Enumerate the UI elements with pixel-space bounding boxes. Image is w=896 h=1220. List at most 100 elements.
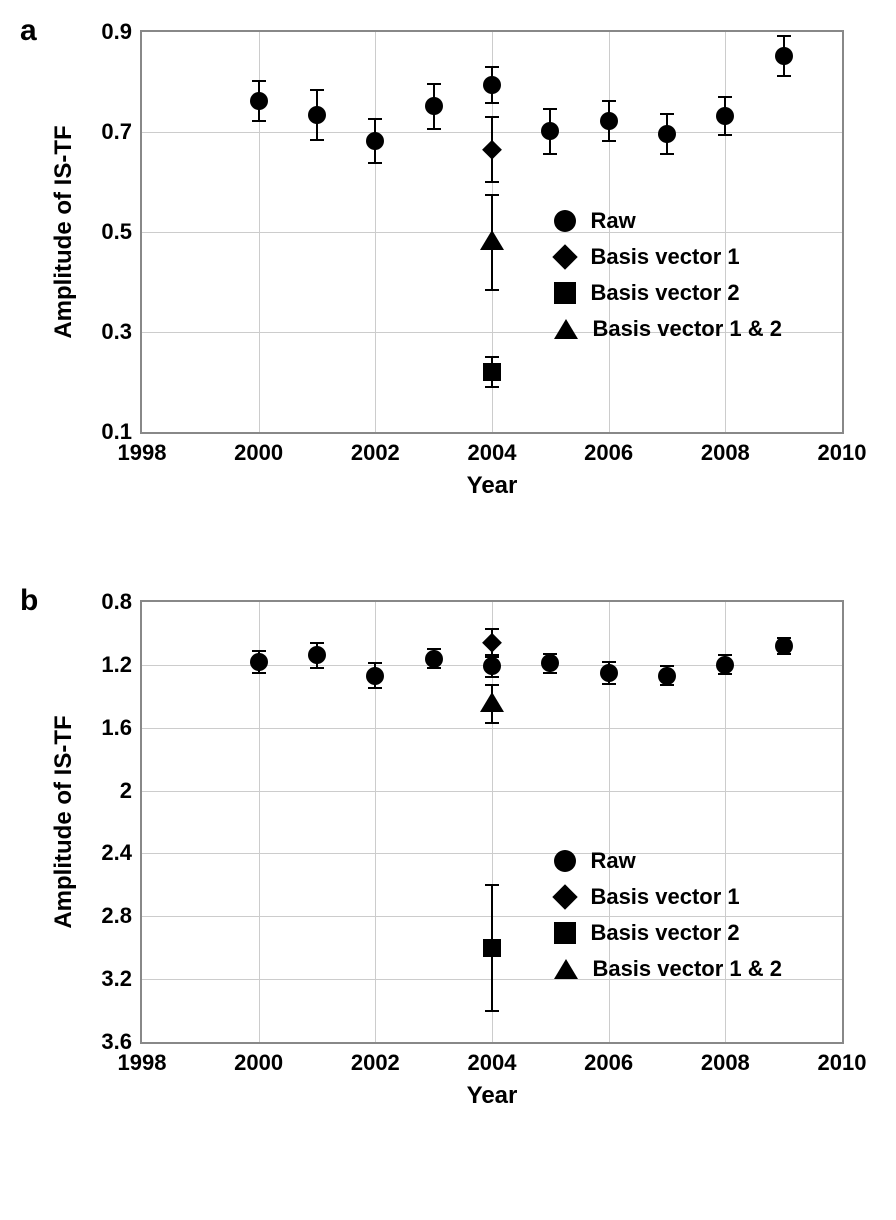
xtick-label: 2006	[584, 1042, 633, 1076]
errorbar-cap	[543, 108, 557, 110]
data-point-circle	[541, 654, 559, 672]
legend-label: Raw	[590, 848, 635, 874]
errorbar-cap	[368, 687, 382, 689]
legend-label: Basis vector 2	[590, 280, 739, 306]
errorbar-cap	[310, 642, 324, 644]
panel-a-label: a	[20, 14, 37, 48]
xtick-label: 2010	[818, 432, 867, 466]
data-point-circle	[716, 107, 734, 125]
ytick-label: 0.7	[101, 119, 142, 145]
data-point-circle	[541, 122, 559, 140]
errorbar-cap	[368, 662, 382, 664]
errorbar-cap	[718, 96, 732, 98]
legend-marker-circle-icon	[554, 850, 576, 872]
legend-row: Basis vector 1 & 2	[554, 316, 782, 342]
ytick-label: 1.2	[101, 652, 142, 678]
xtick-label: 2008	[701, 1042, 750, 1076]
data-point-circle	[658, 125, 676, 143]
legend-row: Basis vector 2	[554, 920, 782, 946]
xtick-label: 2000	[234, 1042, 283, 1076]
plot-area-b: Amplitude of IS-TF Year 1998200020022004…	[140, 600, 844, 1044]
legend-label: Basis vector 1 & 2	[592, 316, 782, 342]
legend-row: Raw	[554, 848, 782, 874]
errorbar-cap	[485, 722, 499, 724]
xlabel-b: Year	[467, 1082, 518, 1110]
errorbar-cap	[310, 89, 324, 91]
legend-label: Basis vector 1	[590, 244, 739, 270]
errorbar-cap	[543, 153, 557, 155]
data-point-square	[483, 363, 501, 381]
xtick-label: 2010	[818, 1042, 867, 1076]
errorbar-cap	[252, 80, 266, 82]
panel-b: b Amplitude of IS-TF Year 19982000200220…	[20, 590, 876, 1160]
ytick-label: 0.1	[101, 419, 142, 445]
data-point-circle	[483, 76, 501, 94]
legend-marker-triangle-icon	[554, 319, 578, 339]
errorbar-cap	[485, 194, 499, 196]
data-point-triangle	[480, 230, 504, 250]
legend-row: Raw	[554, 208, 782, 234]
xtick-label: 2002	[351, 1042, 400, 1076]
plot-area-a: Amplitude of IS-TF Year 1998200020022004…	[140, 30, 844, 434]
data-point-square	[483, 939, 501, 957]
errorbar-cap	[485, 684, 499, 686]
data-point-circle	[250, 653, 268, 671]
data-point-diamond	[482, 633, 502, 653]
errorbar-cap	[602, 661, 616, 663]
errorbar-cap	[368, 118, 382, 120]
legend-row: Basis vector 1	[554, 884, 782, 910]
ytick-label: 3.6	[101, 1029, 142, 1055]
errorbar-cap	[485, 102, 499, 104]
xtick-label: 2004	[468, 1042, 517, 1076]
legend: Raw Basis vector 1 Basis vector 2 Basis vec…	[554, 848, 782, 982]
errorbar-cap	[252, 672, 266, 674]
errorbar-cap	[252, 650, 266, 652]
legend-label: Raw	[590, 208, 635, 234]
legend-marker-square-icon	[554, 282, 576, 304]
errorbar-cap	[485, 884, 499, 886]
data-point-circle	[775, 47, 793, 65]
xtick-label: 2000	[234, 432, 283, 466]
ytick-label: 1.6	[101, 715, 142, 741]
panel-b-label: b	[20, 584, 38, 618]
errorbar-cap	[602, 140, 616, 142]
ytick-label: 0.5	[101, 219, 142, 245]
legend: Raw Basis vector 1 Basis vector 2 Basis vec…	[554, 208, 782, 342]
errorbar-cap	[660, 113, 674, 115]
legend-label: Basis vector 1 & 2	[592, 956, 782, 982]
xtick-label: 2004	[468, 432, 517, 466]
errorbar-cap	[427, 128, 441, 130]
legend-marker-triangle-icon	[554, 959, 578, 979]
legend-row: Basis vector 1	[554, 244, 782, 270]
errorbar-cap	[485, 1010, 499, 1012]
ytick-label: 2.8	[101, 903, 142, 929]
errorbar-cap	[485, 116, 499, 118]
xlabel-a: Year	[467, 472, 518, 500]
legend-marker-diamond-icon	[553, 244, 578, 269]
errorbar-cap	[485, 656, 499, 658]
errorbar-cap	[368, 162, 382, 164]
legend-label: Basis vector 1	[590, 884, 739, 910]
errorbar-cap	[777, 35, 791, 37]
gridline-h	[142, 791, 842, 792]
data-point-circle	[658, 667, 676, 685]
errorbar-cap	[718, 134, 732, 136]
figure: a Amplitude of IS-TF Year 19982000200220…	[20, 20, 876, 1160]
errorbar-cap	[485, 181, 499, 183]
errorbar-cap	[660, 153, 674, 155]
ylabel-a: Amplitude of IS-TF	[50, 125, 78, 338]
xtick-label: 2008	[701, 432, 750, 466]
data-point-circle	[483, 657, 501, 675]
errorbar-cap	[777, 75, 791, 77]
legend-row: Basis vector 2	[554, 280, 782, 306]
errorbar-cap	[602, 100, 616, 102]
ytick-label: 0.9	[101, 19, 142, 45]
data-point-circle	[775, 637, 793, 655]
ytick-label: 2.4	[101, 840, 142, 866]
xtick-label: 2002	[351, 432, 400, 466]
ytick-label: 3.2	[101, 966, 142, 992]
ytick-label: 0.8	[101, 589, 142, 615]
data-point-circle	[308, 106, 326, 124]
legend-marker-circle-icon	[554, 210, 576, 232]
data-point-circle	[366, 132, 384, 150]
